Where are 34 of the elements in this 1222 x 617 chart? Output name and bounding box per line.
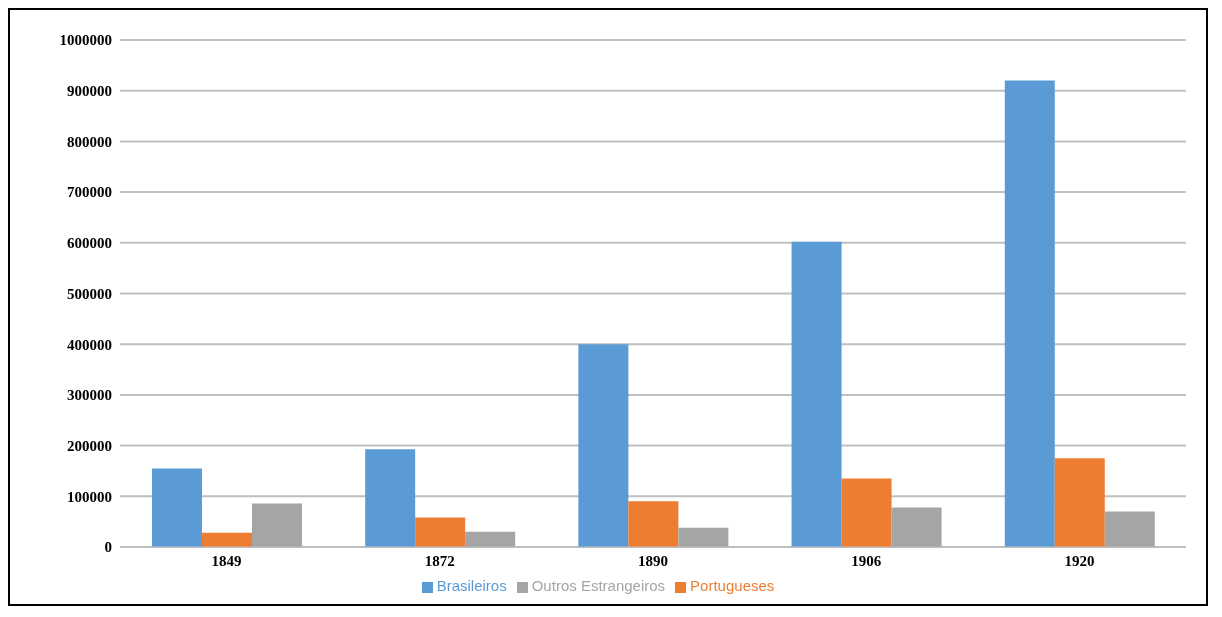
bar [1004,80,1055,547]
y-tick-label: 700000 [67,184,112,201]
y-tick-label: 800000 [67,133,112,150]
y-tick-label: 1000000 [59,32,112,49]
legend-label: Outros Estrangeiros [531,577,666,594]
bar [201,532,252,547]
y-tick-label: 300000 [67,387,112,404]
bar [891,507,942,547]
bar [465,531,516,547]
bar [251,503,302,547]
bar [151,468,202,547]
x-tick-label: 1872 [424,552,455,569]
x-tick-label: 1920 [1064,552,1095,569]
bar [841,478,892,547]
legend-label: Portugueses [690,577,775,594]
bar [678,527,729,547]
y-tick-label: 100000 [67,488,112,505]
y-tick-label: 900000 [67,83,112,100]
x-tick-label: 1849 [211,552,242,569]
bar [365,449,416,547]
y-tick-label: 400000 [67,336,112,353]
bar [1054,458,1105,547]
y-tick-label: 500000 [67,285,112,302]
y-tick-label: 0 [104,539,112,556]
y-tick-label: 600000 [67,235,112,252]
x-tick-label: 1906 [851,552,882,569]
bar [1104,511,1155,547]
x-tick-label: 1890 [638,552,668,569]
bar [628,501,679,547]
bar [578,344,629,547]
bar [415,517,466,547]
bar [791,241,842,547]
legend-label: Brasileiros [436,577,507,594]
y-tick-label: 200000 [67,437,112,454]
